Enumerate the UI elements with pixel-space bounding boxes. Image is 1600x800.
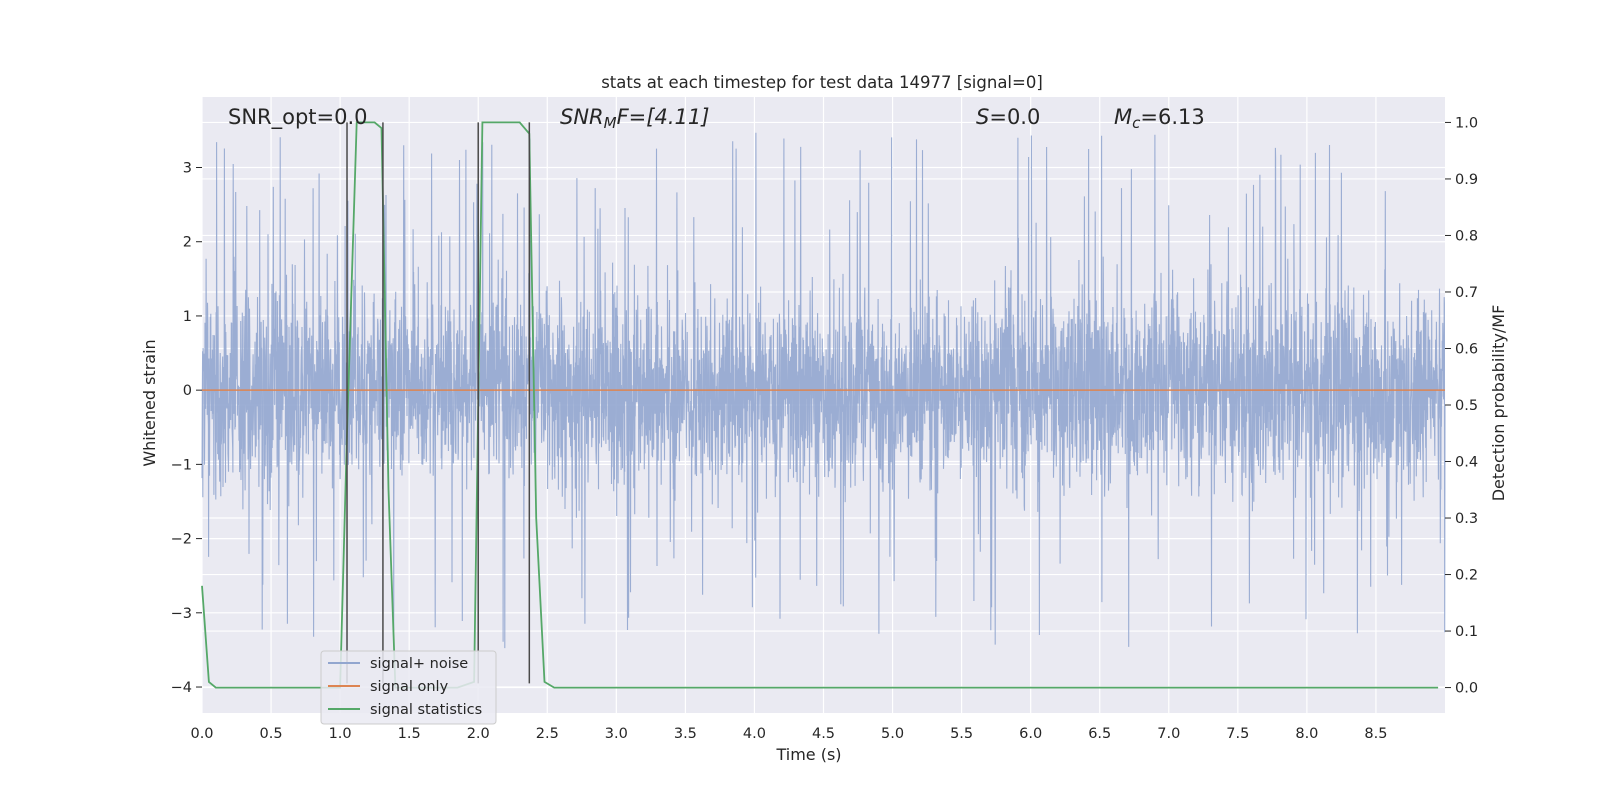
y2-tick-label: 0.0 (1455, 681, 1478, 697)
legend-box (320, 650, 497, 725)
x-tick-label: 6.0 (1019, 726, 1042, 742)
x-tick-label: 2.5 (536, 726, 559, 742)
x-tick-label: 8.0 (1295, 726, 1318, 742)
y-tick-label: 1 (183, 309, 192, 325)
y-tick-label: −1 (171, 457, 192, 473)
x-tick-label: 8.5 (1364, 726, 1387, 742)
y2-tick-label: 0.4 (1455, 455, 1478, 471)
x-tick-label: 7.0 (1157, 726, 1180, 742)
y2-tick-label: 0.6 (1455, 341, 1478, 357)
y-axis-label: Whitened strain (140, 339, 159, 466)
y2-tick-label: 0.5 (1455, 398, 1478, 414)
x-tick-label: 1.5 (398, 726, 421, 742)
annotation-s-symbol: S (976, 105, 989, 129)
y2-tick-label: 0.3 (1455, 511, 1478, 527)
y2-tick-label: 0.9 (1455, 172, 1478, 188)
tick-labels: 0.0 0.5 1.0 1.5 2.0 2.5 3.0 3.5 4.0 4.5 5.0 5.5 6.0 6… (171, 115, 1478, 742)
annotation-mc-sub: c (1132, 114, 1141, 132)
chart-title: stats at each timestep for test data 149… (601, 73, 1043, 92)
vertical-markers (346, 122, 531, 684)
legend: signal+ noise signal only signal statist… (320, 650, 497, 725)
annotation-mc-symbol: M (1114, 105, 1132, 129)
x-tick-label: 0.0 (190, 726, 213, 742)
x-tick-label: 1.0 (329, 726, 352, 742)
legend-entry-signal-statistics: signal statistics (370, 702, 482, 718)
series-line-signal-noise (201, 132, 1446, 649)
x-tick-label: 0.5 (260, 726, 283, 742)
x-tick-label: 5.5 (950, 726, 973, 742)
x-tick-label: 5.0 (881, 726, 904, 742)
y2-tick-label: 0.7 (1455, 285, 1478, 301)
annotation-snr-mf-rest: F=[4.11] (617, 105, 710, 129)
y2-axis-label: Detection probability/MF (1489, 305, 1508, 502)
annotation-snr-mf-sub: M (604, 114, 617, 132)
annotation-mc-value: =6.13 (1140, 105, 1204, 129)
y2-tick-label: 0.1 (1455, 624, 1478, 640)
y-tick-label: −3 (171, 606, 192, 622)
x-tick-label: 3.0 (605, 726, 628, 742)
legend-entry-signal-noise: signal+ noise (370, 656, 468, 672)
x-tick-label: 7.5 (1226, 726, 1249, 742)
x-tick-label: 2.0 (467, 726, 490, 742)
y2-tick-label: 0.8 (1455, 228, 1478, 244)
annotation-snr-opt: SNR_opt=0.0 (228, 105, 368, 130)
annotation-s-value: =0.0 (989, 105, 1040, 129)
x-tick-label: 4.5 (812, 726, 835, 742)
annotation-snr-mf: SNRMF=[4.11] (560, 105, 709, 132)
x-tick-label: 3.5 (674, 726, 697, 742)
legend-entry-signal-only: signal only (370, 679, 449, 695)
x-tick-label: 4.0 (743, 726, 766, 742)
y2-tick-label: 0.2 (1455, 568, 1478, 584)
annotation-mc: Mc=6.13 (1114, 105, 1205, 132)
y-tick-label: 3 (183, 161, 192, 177)
annotation-s: S=0.0 (976, 105, 1040, 129)
y-tick-label: 2 (183, 235, 192, 251)
y2-tick-label: 1.0 (1455, 115, 1478, 131)
x-axis-label: Time (s) (775, 745, 841, 764)
y-tick-label: −4 (171, 680, 192, 696)
x-tick-label: 6.5 (1088, 726, 1111, 742)
y-tick-label: 0 (183, 383, 192, 399)
annotation-snr-mf-base: SNR (560, 105, 604, 129)
y-tick-label: −2 (171, 532, 192, 548)
series-signal-noise (201, 132, 1446, 649)
